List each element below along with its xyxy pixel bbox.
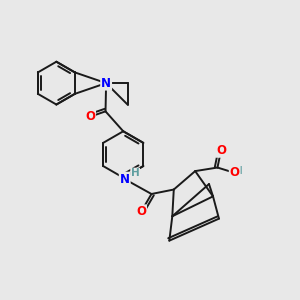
Text: O: O [136,205,146,218]
Text: O: O [216,144,226,157]
Text: H: H [131,168,140,178]
Text: O: O [230,167,240,179]
Text: H: H [234,166,243,176]
Text: O: O [85,110,95,123]
Text: N: N [120,172,130,186]
Text: N: N [101,76,111,90]
